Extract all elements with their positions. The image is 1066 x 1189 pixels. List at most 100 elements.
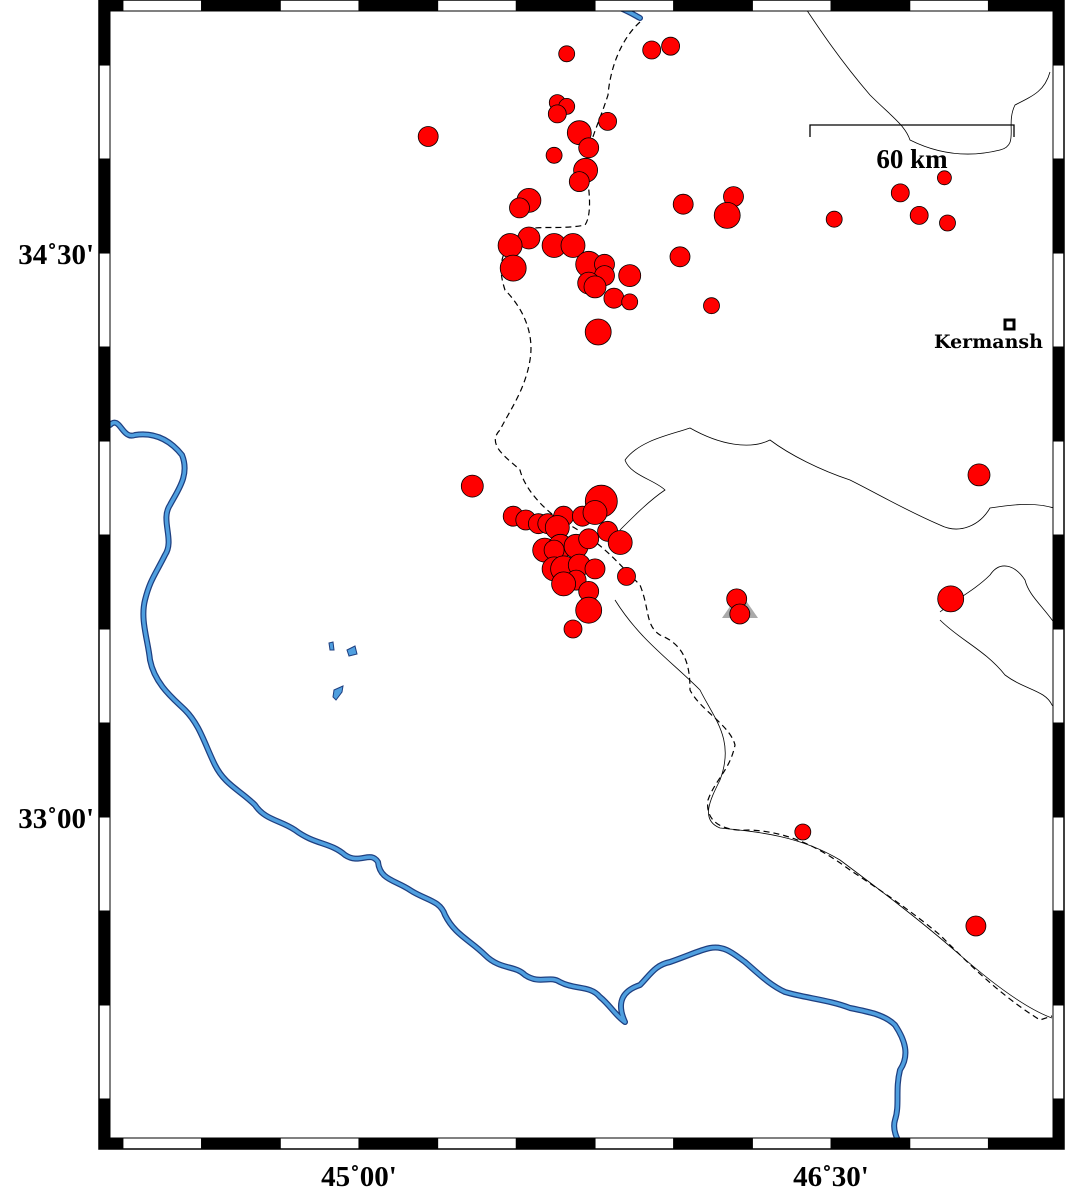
frame-segment bbox=[201, 1137, 281, 1150]
frame-segment bbox=[98, 346, 111, 442]
earthquake-event[interactable] bbox=[583, 275, 607, 299]
frame-segment bbox=[98, 252, 111, 348]
frame-border bbox=[98, 0, 1065, 1150]
earthquake-event[interactable] bbox=[563, 619, 583, 639]
map-frame bbox=[98, 0, 1065, 1150]
frame-segment bbox=[1052, 440, 1065, 536]
international-border-dashed bbox=[494, 21, 1053, 1021]
earthquake-event[interactable] bbox=[618, 264, 642, 288]
frame-segment bbox=[1052, 722, 1065, 818]
earthquake-event[interactable] bbox=[499, 254, 527, 282]
earthquake-event[interactable] bbox=[965, 915, 987, 937]
frame-segment bbox=[751, 1137, 832, 1150]
earthquake-event[interactable] bbox=[607, 530, 633, 555]
frame-segment bbox=[1052, 534, 1065, 630]
earthquake-event[interactable] bbox=[598, 112, 617, 131]
earthquake-event[interactable] bbox=[584, 558, 606, 580]
earthquake-event[interactable] bbox=[568, 171, 590, 193]
earthquake-event[interactable] bbox=[417, 126, 439, 147]
scale-bar bbox=[809, 124, 1015, 137]
frame-segment bbox=[1052, 158, 1065, 254]
frame-segment bbox=[515, 0, 596, 12]
frame-segment bbox=[98, 0, 111, 66]
frame-segment bbox=[1052, 816, 1065, 912]
earthquake-event[interactable] bbox=[497, 233, 523, 258]
frame-segment bbox=[98, 64, 111, 160]
frame-segment bbox=[98, 440, 111, 536]
earthquake-event[interactable] bbox=[578, 528, 600, 550]
earthquake-event[interactable] bbox=[558, 45, 576, 63]
earthquake-event[interactable] bbox=[825, 210, 843, 228]
x-tick-label: 45˚00' bbox=[321, 1161, 397, 1189]
earthquake-event[interactable] bbox=[509, 197, 530, 219]
earthquake-event[interactable] bbox=[547, 104, 567, 124]
frame-segment bbox=[98, 816, 111, 912]
earthquake-event[interactable] bbox=[669, 246, 691, 268]
frame-segment bbox=[437, 1137, 517, 1150]
y-tick-label: 34˚30' bbox=[18, 239, 94, 271]
earthquake-event[interactable] bbox=[460, 474, 484, 498]
earthquake-event[interactable] bbox=[584, 318, 612, 346]
earthquake-event[interactable] bbox=[617, 567, 636, 586]
frame-segment bbox=[98, 158, 111, 254]
earthquake-event[interactable] bbox=[642, 40, 662, 60]
frame-segment bbox=[909, 1137, 989, 1150]
rivers bbox=[107, 5, 909, 1143]
earthquake-event[interactable] bbox=[551, 571, 576, 597]
earthquake-event[interactable] bbox=[703, 297, 720, 315]
lakes bbox=[328, 641, 358, 701]
frame-segment bbox=[1052, 1098, 1065, 1150]
frame-segment bbox=[673, 1137, 753, 1150]
earthquake-event[interactable] bbox=[939, 214, 956, 232]
events-layer bbox=[417, 36, 991, 937]
frame-segment bbox=[1052, 628, 1065, 724]
frame-segment bbox=[122, 0, 203, 12]
earthquake-event[interactable] bbox=[890, 183, 910, 203]
earthquake-event[interactable] bbox=[575, 596, 603, 624]
frame-segment bbox=[830, 1137, 911, 1150]
earthquake-event[interactable] bbox=[578, 137, 600, 159]
frame-segment bbox=[98, 628, 111, 724]
frame-segment bbox=[279, 1137, 360, 1150]
city-label: Kermansh bbox=[934, 331, 1043, 353]
frame-segment bbox=[1052, 64, 1065, 160]
frame-segment bbox=[279, 0, 360, 12]
earthquake-event[interactable] bbox=[713, 201, 741, 229]
earthquake-event[interactable] bbox=[794, 823, 812, 841]
earthquake-event[interactable] bbox=[729, 603, 751, 625]
frame-segment bbox=[1052, 910, 1065, 1006]
earthquake-event[interactable] bbox=[937, 170, 952, 186]
frame-segment bbox=[594, 0, 675, 12]
frame-segment bbox=[1052, 1004, 1065, 1100]
frame-segment bbox=[201, 0, 281, 12]
earthquake-event[interactable] bbox=[937, 585, 965, 613]
earthquake-event[interactable] bbox=[661, 36, 680, 56]
frame-segment bbox=[515, 1137, 596, 1150]
x-tick-label: 46˚30' bbox=[793, 1161, 869, 1189]
frame-segment bbox=[358, 0, 439, 12]
city-square-marker-icon bbox=[1003, 318, 1016, 331]
frame-segment bbox=[1052, 0, 1065, 66]
earthquake-event[interactable] bbox=[603, 287, 625, 309]
earthquake-event[interactable] bbox=[672, 193, 694, 215]
frame-segment bbox=[437, 0, 517, 12]
frame-segment bbox=[98, 910, 111, 1006]
frame-segment bbox=[909, 0, 989, 12]
frame-segment bbox=[98, 1098, 111, 1150]
frame-segment bbox=[830, 0, 911, 12]
frame-segment bbox=[98, 722, 111, 818]
earthquake-event[interactable] bbox=[545, 146, 563, 164]
frame-segment bbox=[122, 1137, 203, 1150]
earthquake-event[interactable] bbox=[621, 293, 639, 311]
frame-segment bbox=[98, 1004, 111, 1100]
political-borders bbox=[614, 0, 1065, 1019]
y-tick-label: 33˚00' bbox=[18, 803, 94, 835]
frame-segment bbox=[1052, 346, 1065, 442]
frame-segment bbox=[98, 534, 111, 630]
earthquake-event[interactable] bbox=[582, 500, 608, 525]
frame-segment bbox=[594, 1137, 675, 1150]
earthquake-event[interactable] bbox=[909, 205, 929, 225]
earthquake-event[interactable] bbox=[967, 463, 991, 487]
earthquake-event[interactable] bbox=[560, 233, 586, 258]
